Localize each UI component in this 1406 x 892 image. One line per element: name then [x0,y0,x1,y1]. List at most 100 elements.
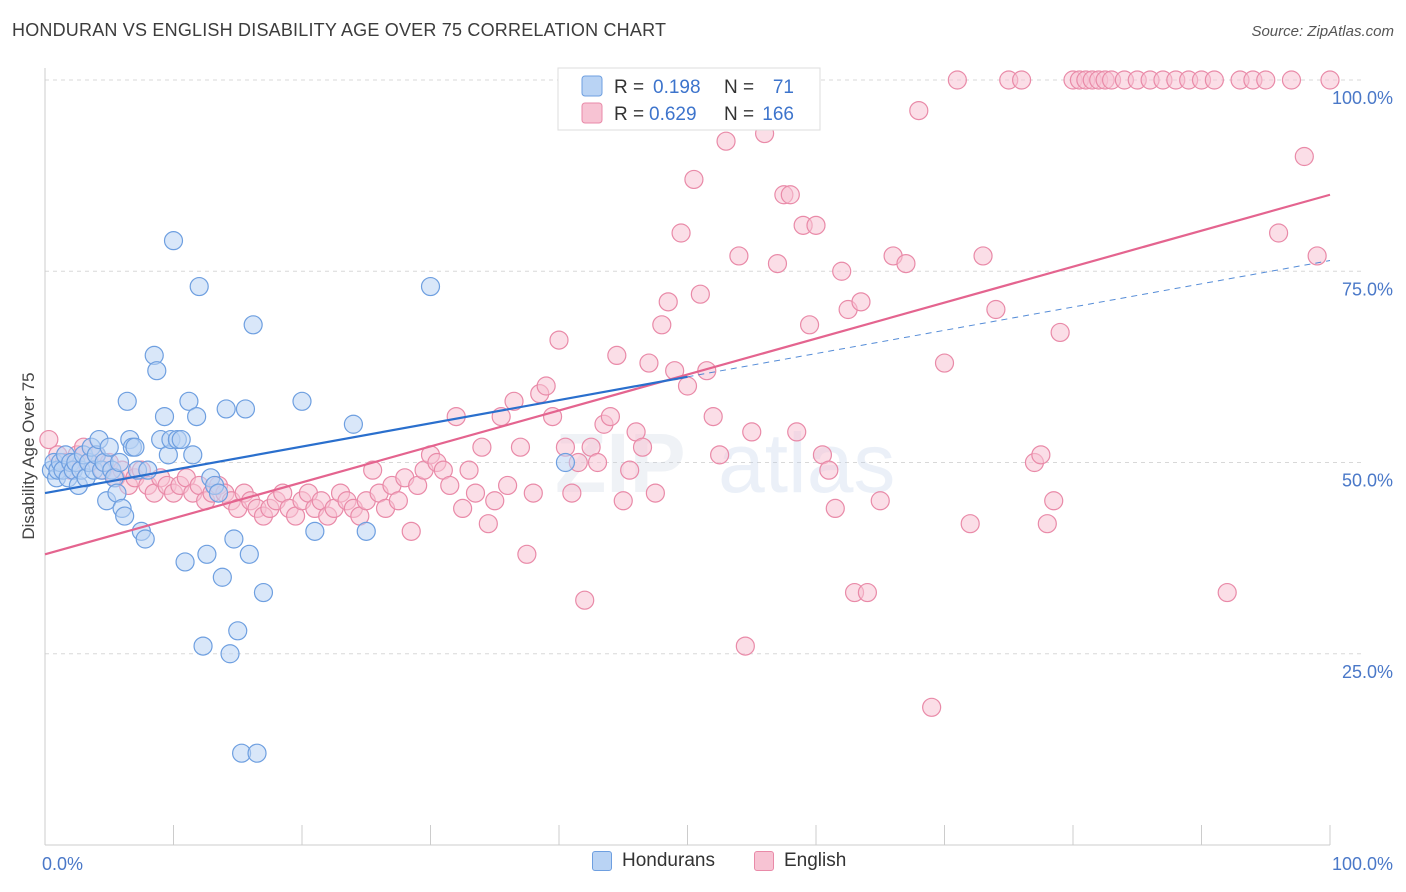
english-point [986,299,1006,320]
english-point [1217,582,1237,603]
english-point [1256,70,1276,90]
legend-bottom: Hondurans English [0,850,1406,880]
english-point [703,407,723,427]
english-point [478,514,498,534]
english-point [934,353,955,373]
legend-r-value-english: 0.629 [649,104,697,125]
english-point [401,521,421,541]
english-point [504,391,524,411]
y-tick-label: 25.0% [1342,662,1393,682]
english-point [735,636,755,656]
english-point [671,223,691,243]
honduran-point [220,644,240,664]
honduran-point [197,544,217,564]
legend-item-hondurans[interactable]: Hondurans [592,850,715,872]
source-credit: Source: ZipAtlas.com [1251,23,1394,40]
english-point [613,491,633,511]
english-point [729,246,749,266]
english-point [690,284,710,304]
chart-title: HONDURAN VS ENGLISH DISABILITY AGE OVER … [12,20,667,40]
english-point [909,100,929,121]
honduran-point [147,361,167,381]
english-point [1268,223,1289,243]
english-point [922,697,942,717]
honduran-point [253,582,274,603]
english-point [684,169,704,190]
english-point [632,437,653,457]
english-point [1037,514,1057,534]
english-point [947,70,967,90]
english-point [536,376,556,396]
legend-r-label: R = [614,104,644,125]
english-point [517,544,537,564]
legend-top: R = 0.198 N = 71 R = 0.629 N = 166 [557,67,821,131]
english-point [645,483,665,503]
english-point [1281,70,1302,90]
honduran-point [99,437,119,457]
english-point [620,460,640,480]
english-point [1011,70,1032,90]
honduran-point [187,407,207,427]
y-tick-label: 50.0% [1342,471,1393,491]
legend-swatch-hondurans [592,851,612,871]
honduran-point [343,414,363,434]
english-point [1204,70,1224,90]
legend-n-label: N = [724,104,754,125]
english-point [39,429,59,450]
honduran-trend-line [44,375,688,495]
honduran-point [212,567,232,587]
english-point [1320,70,1340,90]
english-point [819,460,839,480]
english-point [960,514,980,534]
series-english-points [39,70,1340,717]
honduran-point [216,399,236,419]
english-point [787,422,807,442]
english-point [780,185,800,205]
english-point [716,131,736,151]
english-point [1307,246,1327,266]
trend-lines [44,193,1331,556]
english-point [677,376,698,396]
english-point [363,460,383,480]
english-point [870,491,890,511]
honduran-point [208,483,229,503]
honduran-point [171,429,191,450]
english-point [562,483,582,503]
honduran-point [117,391,137,411]
legend-n-value-hondurans: 71 [773,77,794,98]
legend-swatch-english [581,102,603,124]
series-hondurans-points [41,231,576,763]
honduran-point [224,529,244,549]
english-point [832,261,852,281]
honduran-point [115,506,135,526]
legend-r-value-hondurans: 0.198 [653,77,701,98]
legend-swatch-hondurans [581,75,603,97]
english-point [472,437,492,457]
english-point [652,315,672,335]
honduran-point [292,391,312,411]
english-trend-line [44,193,1331,556]
honduran-point [555,452,576,473]
english-point [742,422,762,442]
english-point [453,498,473,518]
english-point [510,437,531,457]
honduran-point [183,445,203,465]
legend-swatch-english [754,851,774,871]
english-point [1031,445,1051,465]
english-point [440,475,460,496]
english-point [896,254,916,274]
english-point [639,353,659,373]
honduran-trend-extension [687,260,1331,378]
y-tick-label: 100.0% [1332,88,1393,108]
english-point [465,483,486,503]
english-point [806,215,826,235]
honduran-point [239,544,259,564]
english-point [388,491,408,511]
honduran-point [175,552,195,572]
english-point [857,582,878,603]
english-point [825,498,845,518]
tick-labels: 25.0% 50.0% 75.0% 100.0% 0.0% 100.0% [42,88,1393,874]
legend-item-english[interactable]: English [754,850,846,872]
legend-n-label: N = [724,77,754,98]
